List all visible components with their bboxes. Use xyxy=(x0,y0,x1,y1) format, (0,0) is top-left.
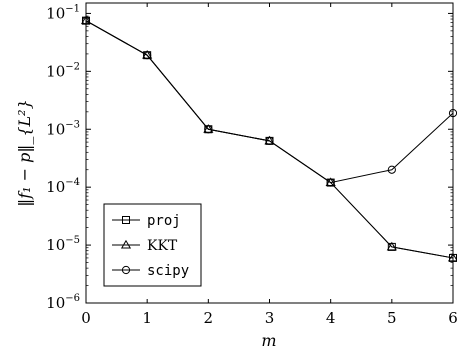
legend-marker xyxy=(122,216,130,224)
x-tick-label: 4 xyxy=(326,309,336,327)
legend: proj KKT scipy xyxy=(103,203,202,287)
data-point-KKT xyxy=(203,124,214,133)
legend-label: KKT xyxy=(147,238,178,254)
series-scipy xyxy=(81,16,457,187)
plot-marks xyxy=(80,15,457,262)
y-tick-label: 10−5 xyxy=(46,235,80,254)
y-tick-label: 10−6 xyxy=(46,293,80,312)
series-line-scipy xyxy=(85,20,454,184)
y-tick-label: 10−4 xyxy=(46,177,80,196)
legend-marker xyxy=(121,265,131,275)
x-axis-ticks: 0 1 2 3 4 5 6 xyxy=(81,3,457,327)
x-tick-label: 2 xyxy=(204,309,214,327)
y-tick-label: 10−3 xyxy=(46,119,80,138)
legend-entry-KKT: KKT xyxy=(112,238,178,254)
series-line-proj xyxy=(85,20,454,259)
data-point-proj xyxy=(326,178,335,187)
y-axis-label: ‖f₁ − p‖_{L²} xyxy=(15,99,34,207)
x-axis-label: m xyxy=(261,331,276,350)
legend-entry-scipy: scipy xyxy=(112,263,189,279)
legend-marker xyxy=(120,239,132,249)
data-point-proj xyxy=(204,125,213,134)
data-point-proj xyxy=(265,136,274,145)
data-point-proj xyxy=(143,51,152,60)
data-point-KKT xyxy=(386,241,397,251)
y-axis-ticks: 10−6 10−5 10−4 10−3 10−2 10−1 xyxy=(46,3,453,312)
x-tick-label: 6 xyxy=(448,309,457,327)
x-tick-label: 0 xyxy=(81,309,91,327)
legend-label: proj xyxy=(147,213,181,229)
svg-text:‖f₁ − p‖_{L²}: ‖f₁ − p‖_{L²} xyxy=(15,99,34,207)
data-point-scipy xyxy=(387,165,396,174)
x-tick-label: 3 xyxy=(265,309,275,327)
x-tick-label: 5 xyxy=(387,309,397,327)
data-point-KKT xyxy=(325,177,336,187)
data-point-proj xyxy=(387,242,396,251)
y-tick-label: 10−1 xyxy=(46,3,80,22)
x-tick-label: 1 xyxy=(142,309,152,327)
legend-entry-proj: proj xyxy=(112,213,181,229)
y-tick-label: 10−2 xyxy=(46,61,80,80)
legend-label: scipy xyxy=(147,263,189,279)
